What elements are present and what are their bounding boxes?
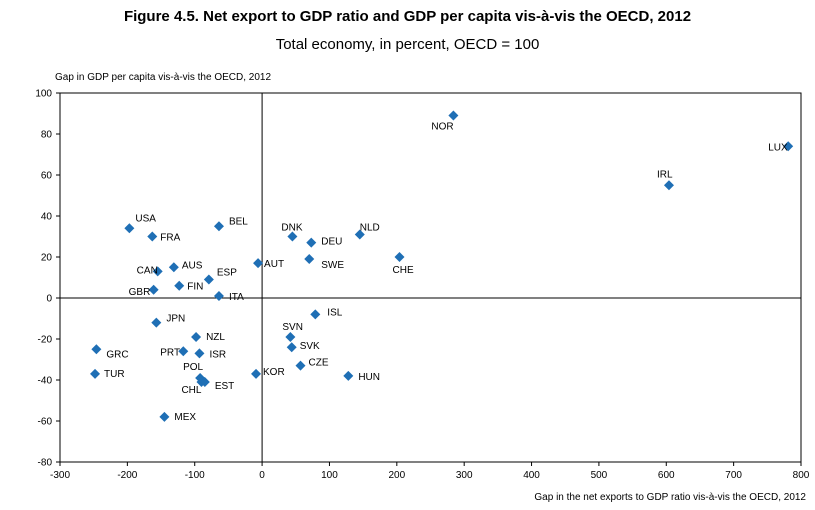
point-label-cze: CZE	[308, 358, 328, 369]
y-tick-label: 100	[35, 89, 52, 100]
data-point-est	[199, 377, 210, 388]
y-tick-label: -20	[38, 335, 53, 346]
x-tick-label: -200	[117, 470, 137, 481]
data-point-nor	[448, 110, 459, 121]
x-tick-label: 800	[793, 470, 810, 481]
y-tick-label: -60	[38, 417, 53, 428]
data-point-che	[394, 252, 405, 262]
y-tick-label: 20	[41, 253, 53, 264]
x-tick-label: 100	[321, 470, 338, 481]
data-point-usa	[124, 223, 135, 234]
data-point-deu	[306, 237, 317, 248]
data-point-esp	[203, 274, 214, 285]
x-tick-label: 300	[456, 470, 473, 481]
data-point-aut	[253, 258, 264, 269]
data-point-labels: NOR LUX IRL USA BEL FRA DNK DEU NLD CHE SWE AUT AUS C…	[104, 122, 788, 423]
y-axis-ticks: -80 -60 -40 -20 0 20 40 60 80 100	[35, 89, 60, 469]
point-label-esp: ESP	[217, 268, 237, 279]
point-label-tur: TUR	[104, 369, 125, 380]
data-point-svn	[285, 331, 296, 342]
x-axis-title: Gap in the net exports to GDP ratio vis-…	[534, 492, 806, 503]
y-tick-label: 80	[41, 130, 53, 141]
point-label-usa: USA	[135, 213, 156, 224]
point-label-mex: MEX	[174, 412, 196, 423]
y-tick-label: 0	[46, 294, 52, 305]
point-label-aut: AUT	[264, 259, 284, 270]
point-label-fin: FIN	[187, 282, 203, 293]
chart-subtitle: Total economy, in percent, OECD = 100	[275, 36, 540, 53]
x-tick-label: 500	[591, 470, 608, 481]
data-point-mex	[159, 411, 170, 422]
x-tick-label: -100	[185, 470, 205, 481]
point-label-nor: NOR	[431, 122, 453, 133]
point-label-bel: BEL	[229, 216, 248, 227]
y-tick-label: -40	[38, 376, 53, 387]
point-label-chl: CHL	[181, 385, 201, 396]
x-tick-label: -300	[50, 470, 70, 481]
data-point-cze	[295, 360, 306, 371]
point-label-aus: AUS	[182, 260, 203, 271]
data-point-tur	[90, 368, 101, 379]
point-label-isl: ISL	[327, 307, 342, 318]
point-label-swe: SWE	[321, 260, 344, 271]
y-tick-label: 40	[41, 212, 53, 223]
point-label-nzl: NZL	[206, 332, 225, 343]
data-point-fra	[147, 231, 158, 242]
point-label-che: CHE	[393, 265, 414, 276]
point-label-hun: HUN	[358, 372, 380, 383]
data-point-bel	[213, 221, 224, 232]
point-label-ita: ITA	[229, 292, 244, 303]
point-label-grc: GRC	[106, 349, 128, 360]
chart-title: Figure 4.5. Net export to GDP ratio and …	[123, 8, 692, 25]
point-label-can: CAN	[137, 265, 158, 276]
x-tick-label: 400	[523, 470, 540, 481]
data-point-ita	[213, 290, 224, 301]
data-point-nzl	[191, 331, 202, 342]
point-label-est: EST	[215, 381, 234, 392]
data-points	[90, 110, 794, 422]
data-point-grc	[91, 344, 102, 355]
point-label-nld: NLD	[360, 222, 380, 233]
data-point-nld	[354, 229, 365, 240]
point-label-isr: ISR	[209, 349, 226, 360]
data-point-irl	[663, 180, 674, 191]
x-tick-label: 200	[388, 470, 405, 481]
data-point-fin	[174, 280, 185, 291]
point-label-jpn: JPN	[166, 314, 185, 325]
point-label-pol: POL	[183, 362, 203, 373]
point-label-gbr: GBR	[129, 287, 151, 298]
data-point-aus	[168, 262, 179, 273]
data-point-prt	[178, 346, 189, 357]
data-point-isr	[194, 348, 205, 359]
data-point-lux	[783, 141, 794, 152]
data-point-svk	[286, 342, 297, 353]
point-label-lux: LUX	[768, 142, 788, 153]
y-tick-label: -80	[38, 458, 53, 469]
x-axis-ticks: -300 -200 -100 0 100 200 300 400 500 600 700 800	[50, 462, 810, 481]
point-label-kor: KOR	[263, 367, 285, 378]
data-point-hun	[343, 370, 354, 381]
y-axis-title: Gap in GDP per capita vis-à-vis the OECD…	[55, 72, 271, 83]
x-tick-label: 0	[259, 470, 265, 481]
plot-area	[59, 92, 802, 463]
data-point-gbr	[148, 284, 159, 295]
point-label-svk: SVK	[300, 341, 320, 352]
data-point-kor	[251, 368, 262, 379]
point-label-fra: FRA	[160, 233, 180, 244]
data-point-jpn	[151, 317, 162, 328]
data-point-isl	[310, 309, 321, 320]
data-point-dnk	[287, 231, 298, 242]
data-point-swe	[304, 254, 315, 265]
y-tick-label: 60	[41, 171, 53, 182]
point-label-svn: SVN	[282, 322, 303, 333]
x-tick-label: 700	[725, 470, 742, 481]
point-label-dnk: DNK	[281, 223, 302, 234]
point-label-deu: DEU	[321, 237, 342, 248]
point-label-irl: IRL	[657, 169, 673, 180]
x-tick-label: 600	[658, 470, 675, 481]
point-label-prt: PRT	[160, 347, 180, 358]
data-point-can	[152, 266, 163, 277]
